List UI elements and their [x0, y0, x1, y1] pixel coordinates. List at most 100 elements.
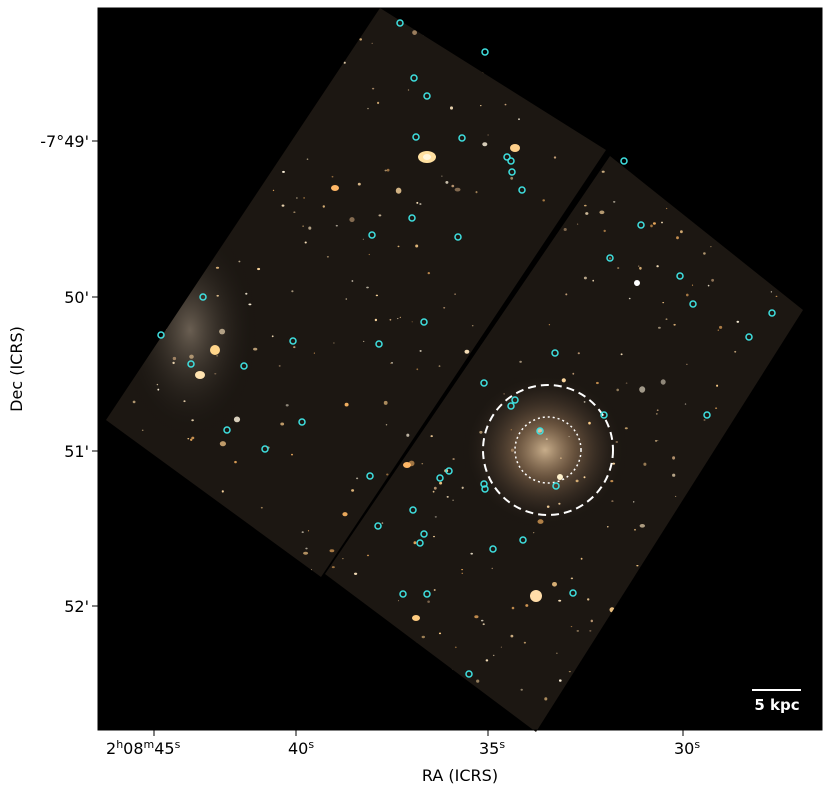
field-source	[438, 632, 442, 635]
field-source	[510, 448, 514, 452]
field-source	[480, 105, 482, 107]
y-axis-label: Dec (ICRS)	[7, 326, 26, 412]
field-source	[548, 324, 551, 326]
source-marker	[480, 480, 488, 488]
field-source	[643, 462, 647, 466]
field-source	[703, 252, 706, 255]
field-source	[415, 244, 419, 248]
field-source	[487, 134, 489, 136]
field-source	[248, 303, 252, 306]
source-marker	[703, 411, 711, 419]
field-source	[419, 203, 422, 205]
field-source	[187, 438, 190, 440]
source-marker	[768, 309, 776, 317]
field-source	[719, 325, 723, 329]
field-source	[476, 679, 480, 683]
field-source	[660, 379, 666, 385]
field-source	[343, 61, 346, 64]
field-source	[475, 191, 478, 194]
field-source	[190, 438, 193, 441]
field-source	[384, 169, 387, 172]
field-source	[293, 346, 296, 349]
field-source	[386, 473, 389, 476]
field-source	[285, 404, 289, 407]
field-source	[542, 199, 545, 202]
field-source	[335, 224, 338, 227]
field-source	[219, 328, 226, 335]
field-source	[655, 413, 658, 415]
source-marker	[289, 337, 297, 345]
field-source	[427, 272, 430, 275]
field-source	[519, 360, 522, 363]
source-marker	[458, 134, 466, 142]
field-source	[504, 103, 507, 106]
field-source	[485, 659, 489, 662]
outer-aperture	[482, 384, 614, 516]
field-source	[634, 528, 636, 531]
field-source	[563, 228, 567, 231]
field-source	[342, 512, 348, 517]
field-source	[639, 524, 645, 528]
source-marker	[454, 233, 462, 241]
field-source	[775, 295, 778, 297]
field-source	[304, 241, 307, 244]
field-source	[673, 323, 676, 326]
field-source	[546, 505, 550, 508]
field-source	[215, 266, 220, 269]
field-source	[450, 106, 453, 110]
field-source	[301, 531, 304, 533]
field-source	[633, 501, 635, 503]
field-source	[430, 435, 433, 438]
field-source	[412, 30, 417, 35]
field-source	[378, 214, 382, 217]
field-source	[625, 382, 628, 384]
field-source	[770, 291, 773, 293]
source-marker	[408, 214, 416, 222]
field-source	[734, 350, 737, 353]
field-source	[156, 383, 159, 386]
field-source	[238, 260, 241, 263]
source-marker	[481, 48, 489, 56]
field-source	[639, 386, 646, 393]
field-source	[416, 368, 419, 371]
x-axis-label: RA (ICRS)	[422, 766, 498, 785]
source-marker	[240, 362, 248, 370]
field-source	[583, 476, 586, 479]
source-marker	[223, 426, 231, 434]
field-source	[296, 197, 298, 199]
field-source	[282, 170, 285, 173]
field-source	[421, 635, 425, 639]
field-source	[656, 265, 659, 268]
field-source	[351, 489, 355, 492]
field-source	[558, 599, 562, 602]
field-source	[580, 557, 583, 560]
field-source	[510, 429, 512, 431]
field-source	[686, 293, 689, 297]
source-marker	[445, 467, 453, 475]
field-source	[308, 226, 312, 230]
field-source	[271, 335, 274, 338]
source-marker	[436, 474, 444, 482]
source-marker	[676, 272, 684, 280]
source-marker	[637, 221, 645, 229]
field-source	[305, 547, 308, 550]
field-source	[245, 292, 248, 295]
inner-aperture	[514, 416, 582, 484]
field-source	[583, 204, 587, 207]
field-source	[407, 89, 410, 91]
source-marker	[410, 74, 418, 82]
field-source	[474, 615, 479, 619]
field-source	[510, 634, 514, 638]
field-source	[611, 500, 614, 502]
field-source	[658, 326, 661, 329]
field-source	[191, 419, 194, 422]
field-source	[362, 238, 365, 240]
source-marker	[409, 506, 417, 514]
field-source	[576, 630, 580, 632]
field-source	[221, 490, 224, 493]
field-source	[157, 388, 160, 391]
field-source	[454, 293, 456, 295]
field-source	[461, 569, 463, 571]
field-source	[291, 290, 294, 293]
field-source	[736, 320, 740, 323]
